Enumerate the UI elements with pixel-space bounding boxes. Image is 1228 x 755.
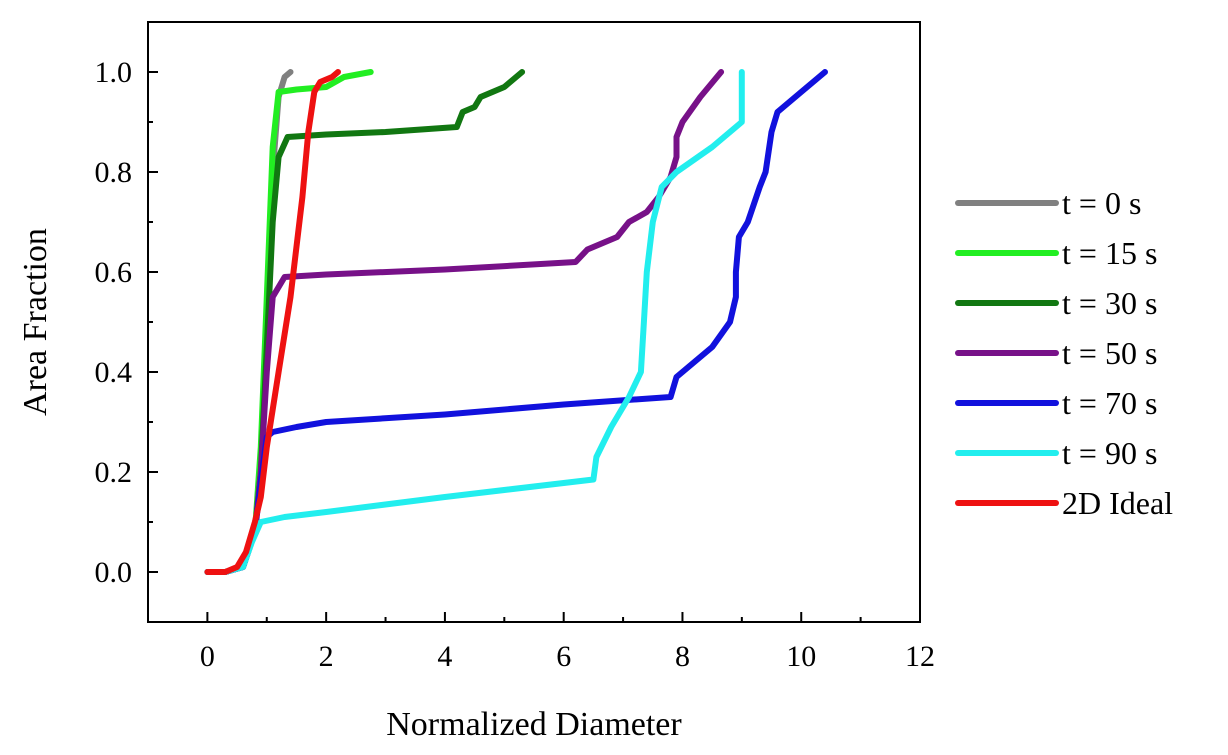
legend-label-5: t = 90 s [1062,435,1157,471]
series-line-4 [204,69,828,575]
x-tick-label: 12 [905,640,935,673]
x-tick-label: 0 [200,640,215,673]
legend-label-2: t = 30 s [1062,285,1157,321]
y-tick-label: 0.6 [95,256,133,289]
legend-label-1: t = 15 s [1062,235,1157,271]
series-line-5 [204,69,745,575]
y-tick-label: 0.0 [95,556,133,589]
y-tick-label: 0.4 [95,356,133,389]
legend: t = 0 s t = 15 s t = 30 s t = 50 s t = 70 s t… [955,185,1173,521]
x-tick-label: 10 [786,640,816,673]
x-tick-label: 4 [437,640,452,673]
legend-label-6: 2D Ideal [1062,485,1173,521]
series-line-0 [204,69,294,575]
series-layer [204,69,828,575]
series-line-6 [204,69,341,575]
x-tick-label: 8 [675,640,690,673]
x-tick-label: 2 [319,640,334,673]
x-axis-title: Normalized Diameter [386,706,682,743]
y-tick-label: 1.0 [95,56,133,89]
ticks-layer: 0 2 4 6 8 10 12 0.0 0.2 0.4 0.6 0.8 1.0 [95,21,935,673]
legend-label-3: t = 50 s [1062,335,1157,371]
legend-label-0: t = 0 s [1062,185,1141,221]
y-tick-label: 0.8 [95,156,133,189]
y-tick-label: 0.2 [95,456,133,489]
y-axis-title: Area Fraction [17,228,54,416]
legend-label-4: t = 70 s [1062,385,1157,421]
x-tick-label: 6 [556,640,571,673]
